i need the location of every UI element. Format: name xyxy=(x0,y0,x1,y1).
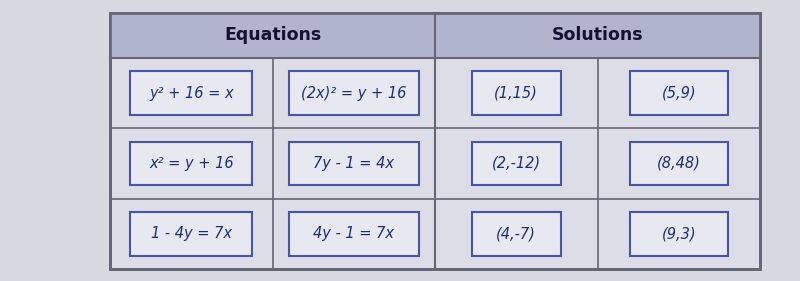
Bar xyxy=(110,13,760,58)
Text: 7y - 1 = 4x: 7y - 1 = 4x xyxy=(314,156,394,171)
Bar xyxy=(289,142,418,185)
Text: (2x)² = y + 16: (2x)² = y + 16 xyxy=(301,86,406,101)
Text: 1 - 4y = 7x: 1 - 4y = 7x xyxy=(150,226,232,241)
Text: 4y - 1 = 7x: 4y - 1 = 7x xyxy=(314,226,394,241)
Bar xyxy=(130,71,252,115)
Text: (2,-12): (2,-12) xyxy=(492,156,541,171)
Bar xyxy=(130,142,252,185)
Bar xyxy=(630,142,727,185)
Bar xyxy=(630,71,727,115)
Bar xyxy=(110,13,760,269)
Bar xyxy=(471,71,561,115)
Text: (4,-7): (4,-7) xyxy=(496,226,536,241)
Text: Solutions: Solutions xyxy=(552,26,643,44)
Bar xyxy=(289,71,418,115)
Text: (1,15): (1,15) xyxy=(494,86,538,101)
Text: x² = y + 16: x² = y + 16 xyxy=(149,156,234,171)
Bar xyxy=(289,212,418,256)
Text: y² + 16 = x: y² + 16 = x xyxy=(149,86,234,101)
Bar xyxy=(471,142,561,185)
Bar xyxy=(130,212,252,256)
Text: (8,48): (8,48) xyxy=(657,156,701,171)
Bar xyxy=(110,13,760,269)
Bar xyxy=(630,212,727,256)
Text: (5,9): (5,9) xyxy=(662,86,696,101)
Text: Equations: Equations xyxy=(224,26,321,44)
Text: (9,3): (9,3) xyxy=(662,226,696,241)
Bar xyxy=(471,212,561,256)
